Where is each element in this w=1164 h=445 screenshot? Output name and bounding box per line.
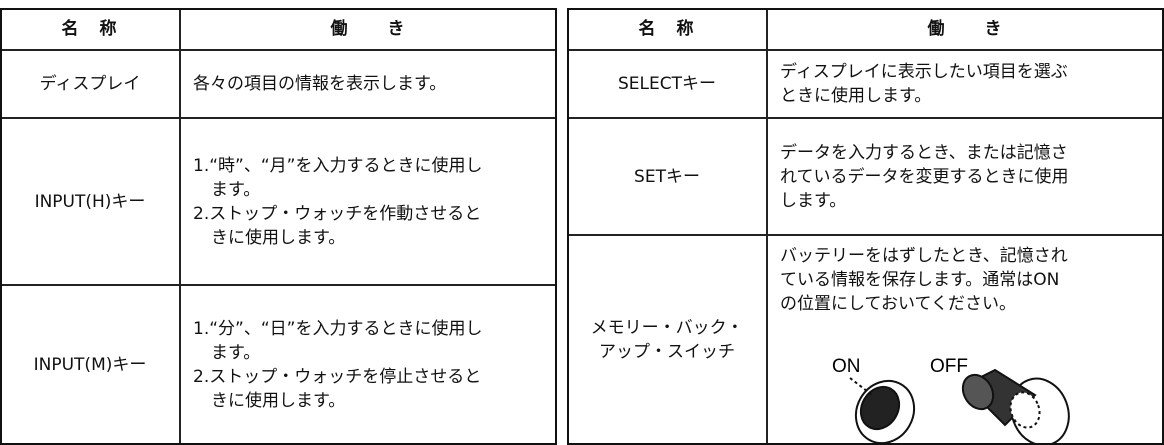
header-cell: 働 き — [180, 8, 557, 50]
cell-line: 1.“分”、“日”を入力するときに使用し — [193, 319, 483, 339]
cell-line: ディスプレイに表示したい項目を選ぶ — [780, 62, 1068, 82]
table-cell: ディスプレイ — [0, 50, 180, 118]
cell-line: ます。 — [211, 343, 261, 363]
cell-line: 名 称 — [638, 19, 696, 39]
switch-on — [849, 377, 916, 445]
cell-line: ている情報を保存します。通常はON — [780, 270, 1060, 290]
cell-line: します。 — [780, 190, 847, 211]
cell-line: 名 称 — [61, 19, 119, 39]
cell-line: データを入力するとき、または記憶さ — [780, 142, 1068, 163]
cell-line: アップ・スイッチ — [599, 342, 735, 362]
table-cell: バッテリーをはずしたとき、記憶され ている情報を保存します。通常はON の位置にして… — [767, 235, 1164, 445]
cell-line: れているデータを変更するときに使用 — [780, 166, 1069, 187]
header-cell: 名 称 — [0, 8, 180, 50]
switch-label: ON — [832, 356, 861, 377]
cell-line: きに使用します。 — [211, 227, 346, 248]
cell-line: 2.ストップ・ウォッチを停止させると — [193, 367, 482, 387]
table-cell: INPUT(H)キー — [0, 118, 180, 285]
cell-line: きに使用します。 — [211, 391, 346, 411]
table-cell: 1.“分”、“日”を入力するときに使用します。 2.ストップ・ウォッチを停止させる… — [180, 285, 557, 445]
cell-line: 1.“時”、“月”を入力するときに使用し — [193, 155, 483, 176]
table-cell: 1.“時”、“月”を入力するときに使用します。 2.ストップ・ウォッチを作動させる… — [180, 118, 557, 285]
table-cell: メモリー・バック・ アップ・スイッチ — [567, 235, 767, 445]
cell-line: SELECTキー — [618, 74, 716, 94]
cell-line: INPUT(M)キー — [33, 355, 147, 375]
table-cell: ディスプレイに表示したい項目を選ぶ ときに使用します。 — [767, 50, 1164, 118]
header-cell: 働 き — [767, 8, 1164, 50]
cell-line: ます。 — [211, 179, 261, 200]
table-cell: データを入力するとき、または記憶さ れているデータを変更するときに使用 します。 — [767, 118, 1164, 235]
table-cell: SETキー — [567, 118, 767, 235]
cell-line: 各々の項目の情報を表示します。 — [193, 74, 447, 94]
table-cell: 各々の項目の情報を表示します。 — [180, 50, 557, 118]
cell-line: 働 き — [330, 19, 407, 39]
cell-line: メモリー・バック・ — [590, 318, 744, 338]
table-cell: INPUT(M)キー — [0, 285, 180, 445]
cell-line: ときに使用します。 — [780, 86, 932, 106]
cell-line: 2.ストップ・ウォッチを作動させると — [193, 203, 482, 224]
cell-line: SETキー — [634, 166, 700, 187]
table-cell: SELECTキー — [567, 50, 767, 118]
cell-line: ディスプレイ — [39, 74, 141, 94]
cell-line: 働 き — [927, 19, 1004, 39]
switch-label: OFF — [930, 356, 968, 377]
header-cell: 名 称 — [567, 8, 767, 50]
cell-line: の位置にしておいてください。 — [780, 294, 1016, 314]
cell-line: バッテリーをはずしたとき、記憶され — [780, 246, 1068, 266]
cell-line: INPUT(H)キー — [34, 191, 146, 212]
